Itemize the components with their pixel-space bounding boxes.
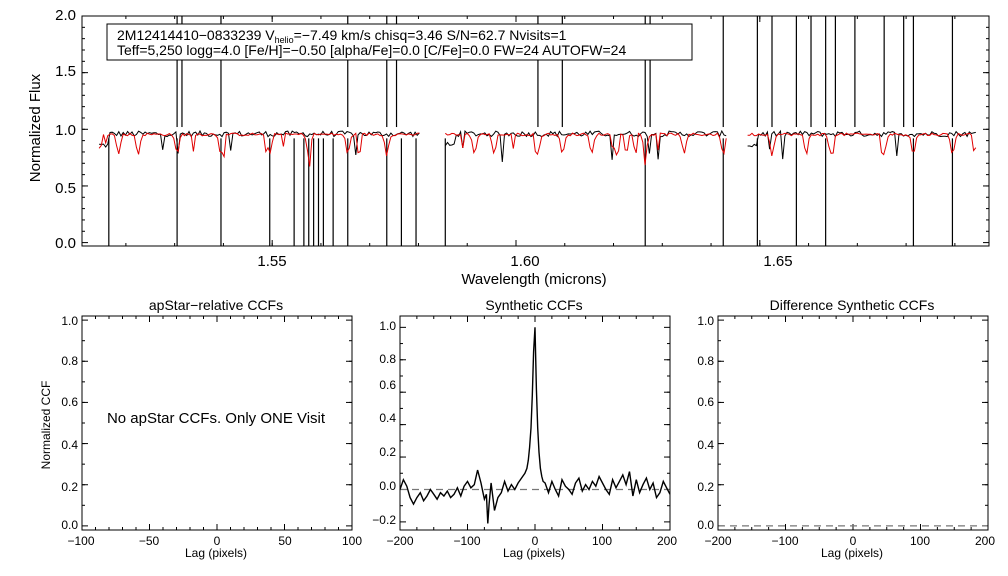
- synthetic-y-tick-label: −0.2: [372, 513, 396, 527]
- difference-y-tick-label: 0.0: [697, 518, 714, 532]
- spectrum-y-tick-label: 0.0: [55, 235, 76, 252]
- model-spectrum-chip-1: [98, 132, 420, 167]
- apstar-y-tick-label: 0.2: [61, 480, 78, 494]
- spectrum-x-tick-label: 1.65: [763, 253, 792, 270]
- apstar-ccf-panel: apStar−relative CCFs Normalized CCF Lag …: [39, 297, 362, 560]
- synthetic-ccf-panel: Synthetic CCFs Lag (pixels) −0.2 0.0 0.2…: [372, 297, 677, 560]
- spectrum-y-axis-label: Normalized Flux: [27, 73, 44, 182]
- difference-x-tick-label: 0: [850, 534, 857, 548]
- ccf-y-axis-label: Normalized CCF: [39, 381, 53, 470]
- annotation-line-2: Teff=5,250 logg=4.0 [Fe/H]=−0.50 [alpha/…: [117, 42, 626, 58]
- apstar-plot-frame: [81, 315, 353, 531]
- synthetic-x-tick-label: 100: [592, 534, 612, 548]
- apstar-x-tick-label: 0: [214, 534, 221, 548]
- synthetic-x-tick-label: −100: [453, 534, 480, 548]
- synthetic-x-tick-label: 200: [657, 534, 677, 548]
- spectrum-y-tick-label: 1.5: [55, 63, 76, 80]
- spectrum-panel: Normalized Flux Wavelength (microns) 0.0…: [27, 7, 990, 288]
- spectrum-y-tick-label: 2.0: [55, 7, 76, 24]
- model-spectrum-chip-3: [747, 132, 977, 157]
- difference-x-tick-label: −200: [704, 534, 731, 548]
- difference-panel-title: Difference Synthetic CCFs: [770, 297, 935, 313]
- synthetic-ccf-line: [399, 327, 671, 524]
- apstar-y-tick-label: 1.0: [61, 314, 78, 328]
- difference-x-tick-label: 100: [910, 534, 930, 548]
- spectrum-model-series: [98, 132, 977, 167]
- observed-spectrum-chip-1: [99, 129, 420, 155]
- synthetic-x-axis-label: Lag (pixels): [503, 546, 565, 560]
- apstar-y-tick-label: 0.8: [61, 354, 78, 368]
- difference-x-tick-label: 200: [975, 534, 995, 548]
- synthetic-y-tick-label: 0.2: [379, 445, 396, 459]
- apstar-y-tick-label: 0.6: [61, 395, 78, 409]
- difference-y-tick-label: 0.8: [697, 354, 714, 368]
- apstar-panel-title: apStar−relative CCFs: [149, 297, 283, 313]
- difference-plot-frame: [717, 315, 989, 531]
- spectrum-x-axis-label: Wavelength (microns): [461, 271, 606, 288]
- difference-ccf-panel: Difference Synthetic CCFs Lag (pixels) 0…: [697, 297, 995, 560]
- synthetic-y-tick-label: 0.6: [379, 378, 396, 392]
- annotation-line-1: 2M12414410−0833239 Vhelio=−7.49 km/s chi…: [117, 27, 567, 45]
- difference-y-tick-label: 0.2: [697, 480, 714, 494]
- spectrum-x-tick-label: 1.60: [510, 253, 539, 270]
- synthetic-y-tick-label: 0.4: [379, 411, 396, 425]
- synthetic-y-tick-label: 0.8: [379, 352, 396, 366]
- synthetic-y-tick-label: 0.0: [379, 479, 396, 493]
- spectrum-plot-frame: [81, 15, 990, 247]
- difference-y-tick-label: 0.4: [697, 438, 714, 452]
- difference-x-tick-label: −100: [771, 534, 798, 548]
- spectrum-annotation-box: 2M12414410−0833239 Vhelio=−7.49 km/s chi…: [106, 23, 693, 61]
- difference-y-tick-label: 0.6: [697, 395, 714, 409]
- difference-x-axis-label: Lag (pixels): [821, 546, 883, 560]
- apstar-x-tick-label: −50: [139, 534, 160, 548]
- apstar-y-tick-label: 0.0: [61, 518, 78, 532]
- apstar-x-tick-label: 50: [278, 534, 292, 548]
- synthetic-y-tick-label: 1.0: [379, 319, 396, 333]
- apstar-y-tick-label: 0.4: [61, 438, 78, 452]
- synthetic-x-tick-label: 0: [532, 534, 539, 548]
- no-ccf-message: No apStar CCFs. Only ONE Visit: [107, 410, 326, 427]
- apstar-x-tick-label: −100: [67, 534, 94, 548]
- spectrum-y-tick-label: 1.0: [55, 122, 76, 139]
- observed-spectrum-chip-2: [444, 129, 727, 163]
- apstar-x-axis-label: Lag (pixels): [185, 546, 247, 560]
- synthetic-x-tick-label: −200: [386, 534, 413, 548]
- spectrum-y-tick-label: 0.5: [55, 180, 76, 197]
- model-spectrum-chip-2: [444, 132, 727, 166]
- synthetic-panel-title: Synthetic CCFs: [485, 297, 582, 313]
- apstar-x-tick-label: 100: [342, 534, 362, 548]
- synthetic-plot-frame: [399, 315, 671, 531]
- spectrum-x-tick-label: 1.55: [257, 253, 286, 270]
- difference-y-tick-label: 1.0: [697, 314, 714, 328]
